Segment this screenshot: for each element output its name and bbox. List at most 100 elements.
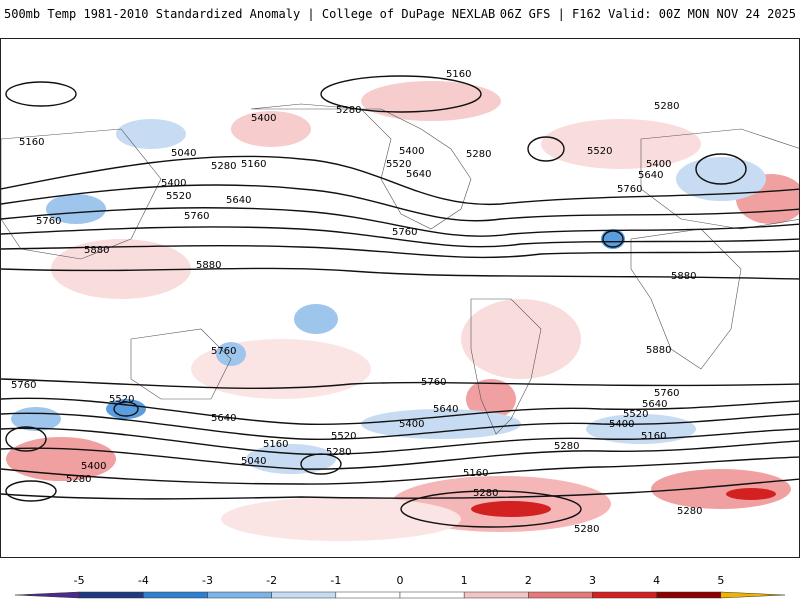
anomaly-colorbar: -5 -4 -3 -2 -1 0 1 2 3 4 5 [0, 570, 800, 600]
contour-label: 5880 [84, 245, 109, 256]
south-america-outline [470, 298, 542, 435]
africa-outline [630, 228, 742, 370]
contour-label: 5280 [66, 474, 91, 485]
warm-anomaly-region [51, 239, 191, 299]
contour-label-group: 5160 5280 5400 5160 5040 5280 5160 5400 … [11, 69, 702, 535]
colorbar-swatch [78, 591, 144, 599]
contour-label: 5400 [609, 419, 634, 430]
contour-closed-low [5, 81, 77, 107]
colorbar-tick-label: -3 [202, 574, 213, 587]
contour-label: 5400 [251, 113, 276, 124]
colorbar-tick-label: 4 [653, 574, 660, 587]
contour-closed-low [113, 401, 139, 417]
colorbar-swatch [335, 591, 401, 599]
contour-label: 5280 [677, 506, 702, 517]
contour-label: 5760 [617, 184, 642, 195]
contour-label: 5760 [421, 377, 446, 388]
colorbar-swatch [720, 591, 786, 599]
contour-closed-low [320, 75, 482, 113]
contour-label: 5160 [463, 468, 488, 479]
contour-closed-low [5, 426, 47, 452]
cold-anomaly-region [116, 119, 186, 149]
colorbar-swatch [528, 591, 593, 599]
contour-label: 5280 [211, 161, 236, 172]
cold-anomaly-region [216, 342, 246, 366]
cold-anomaly-region [46, 194, 106, 224]
colorbar-tick-label: -4 [138, 574, 149, 587]
contour-label: 5160 [19, 137, 44, 148]
cold-anomaly-region [586, 414, 696, 444]
contour-label: 5760 [36, 216, 61, 227]
contour-label: 5520 [587, 146, 612, 157]
contour-label: 5400 [399, 419, 424, 430]
colorbar-swatch [271, 591, 337, 599]
contour-label: 5640 [638, 170, 663, 181]
contour-label: 5520 [386, 159, 411, 170]
warm-anomaly-region [231, 111, 311, 147]
contour-line [1, 267, 799, 280]
warm-anomaly-region [221, 497, 461, 541]
contour-label: 5640 [211, 413, 236, 424]
contour-line [1, 378, 799, 389]
colorbar-swatches [14, 591, 786, 599]
contour-closed-low [5, 480, 57, 502]
warm-anomaly-region [461, 299, 581, 379]
contour-label: 5520 [166, 191, 191, 202]
contour-closed-low [400, 490, 582, 528]
contour-label: 5520 [109, 394, 134, 405]
colorbar-swatch [143, 591, 208, 599]
contour-label: 5760 [211, 346, 236, 357]
contour-closed-low [695, 153, 747, 185]
colorbar-tick-label: 2 [525, 574, 532, 587]
contour-label: 5760 [184, 211, 209, 222]
warm-anomaly-region [361, 81, 501, 121]
eurasia-outline [640, 128, 799, 230]
cold-anomaly-region [676, 157, 766, 201]
contour-label: 5400 [399, 146, 424, 157]
contour-label: 5280 [336, 105, 361, 116]
contour-label: 5640 [642, 399, 667, 410]
contour-label: 5160 [446, 69, 471, 80]
contour-closed-low [300, 453, 342, 475]
cold-anomaly-region [294, 304, 338, 334]
colorbar-tick-label: 5 [717, 574, 724, 587]
contour-label: 5880 [196, 260, 221, 271]
contour-label: 5520 [331, 431, 356, 442]
warm-anomaly-core [726, 488, 776, 500]
contour-label: 5280 [466, 149, 491, 160]
colorbar-swatch [399, 591, 465, 599]
contour-label: 5880 [646, 345, 671, 356]
map-title: 500mb Temp 1981-2010 Standardized Anomal… [4, 7, 496, 21]
header: 500mb Temp 1981-2010 Standardized Anomal… [0, 0, 800, 32]
warm-anomaly-region [541, 119, 701, 169]
cold-anomaly-region [601, 229, 625, 249]
warm-anomaly-core [471, 501, 551, 517]
colorbar-swatch [14, 591, 80, 599]
contour-line [1, 427, 799, 455]
coastlines [1, 103, 799, 435]
colorbar-tick-label: 1 [461, 574, 468, 587]
map-panel: 5160 5280 5400 5160 5040 5280 5160 5400 … [0, 38, 800, 558]
contour-line [1, 155, 799, 206]
colorbar-tick-label: 0 [397, 574, 404, 587]
warm-anomaly-region [651, 469, 791, 509]
contour-closed-low [602, 230, 624, 248]
warm-anomaly-region [466, 379, 516, 419]
contour-label: 5400 [81, 461, 106, 472]
contour-line [1, 456, 799, 485]
map-canvas: 5160 5280 5400 5160 5040 5280 5160 5400 … [1, 69, 799, 541]
asia-outline [1, 128, 162, 260]
contour-line [1, 478, 799, 500]
contour-label: 5160 [263, 439, 288, 450]
contour-label: 5760 [392, 227, 417, 238]
colorbar-swatch [656, 591, 722, 599]
contour-line [1, 397, 799, 425]
contour-label: 5880 [671, 271, 696, 282]
contour-label: 5280 [574, 524, 599, 535]
contour-label: 5640 [433, 404, 458, 415]
contour-label: 5520 [623, 409, 648, 420]
contour-label: 5160 [241, 159, 266, 170]
colorbar-swatch [592, 591, 657, 599]
colorbar-tick-label: -5 [74, 574, 85, 587]
colorbar-tick-label: -1 [330, 574, 341, 587]
